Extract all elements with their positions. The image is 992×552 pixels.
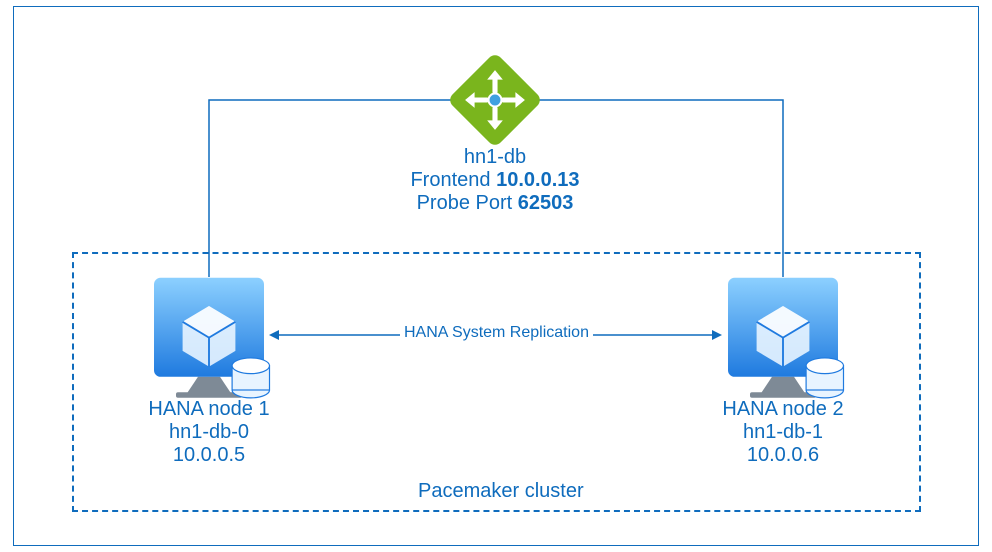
node2-label: HANA node 2 hn1-db-1 10.0.0.6 [683,398,883,467]
cluster-label: Pacemaker cluster [418,480,584,503]
node1-ip: 10.0.0.5 [109,444,309,467]
cluster-box [72,252,921,512]
node2-ip: 10.0.0.6 [683,444,883,467]
lb-probe-label: Probe Port [417,192,513,214]
lb-name: hn1-db [464,146,526,168]
node2-title: HANA node 2 [683,398,883,421]
lb-frontend-ip: 10.0.0.13 [496,169,579,191]
lb-probe-port: 62503 [518,192,574,214]
node2-host: hn1-db-1 [683,421,883,444]
node1-host: hn1-db-0 [109,421,309,444]
lb-frontend-label: Frontend [410,169,490,191]
node1-title: HANA node 1 [109,398,309,421]
node1-label: HANA node 1 hn1-db-0 10.0.0.5 [109,398,309,467]
hsr-label: HANA System Replication [400,324,593,342]
load-balancer-label: hn1-db Frontend 10.0.0.13 Probe Port 625… [345,146,645,215]
